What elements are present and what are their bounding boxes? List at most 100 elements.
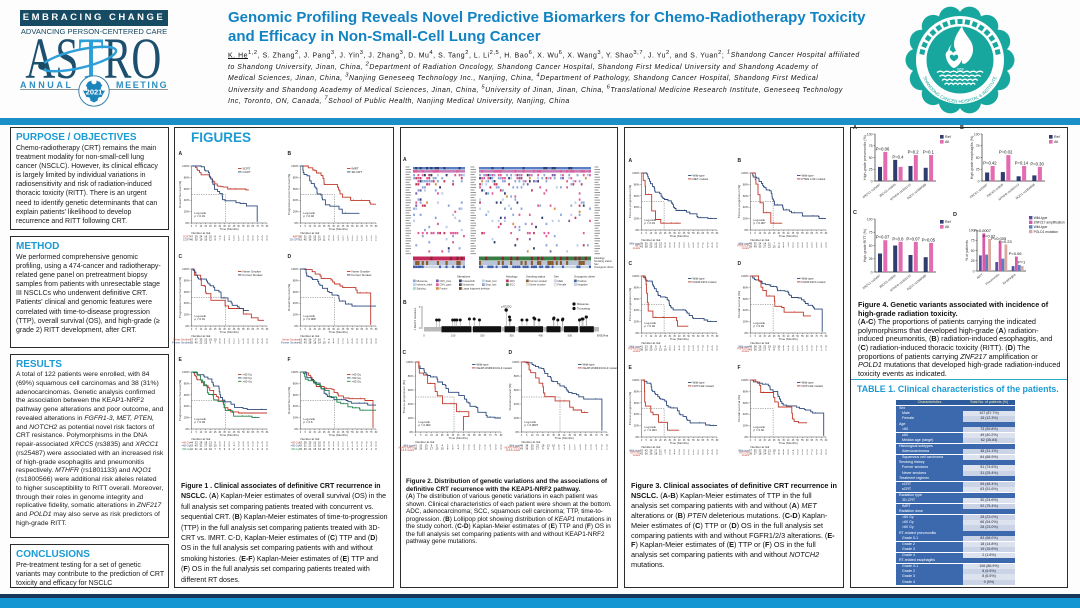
svg-text:6: 6	[669, 448, 671, 452]
svg-text:1: 1	[347, 440, 349, 444]
svg-text:p = 0.02: p = 0.02	[754, 428, 765, 432]
svg-text:Log-rank: Log-rank	[525, 420, 537, 424]
svg-text:P=0.42: P=0.42	[983, 161, 997, 166]
svg-text:PTEN LOF: PTEN LOF	[737, 244, 749, 247]
svg-text:25: 25	[214, 226, 217, 228]
svg-text:60: 60	[806, 233, 809, 235]
svg-text:44: 44	[190, 440, 193, 444]
svg-text:60: 60	[584, 435, 587, 437]
svg-text:MET: MET	[635, 244, 641, 247]
svg-text:C: C	[403, 350, 407, 356]
svg-text:40: 40	[678, 440, 681, 442]
svg-text:3: 3	[342, 238, 344, 242]
svg-text:D: D	[738, 261, 742, 267]
svg-text:40: 40	[787, 336, 790, 338]
svg-text:P=0.1: P=0.1	[923, 150, 935, 155]
svg-text:2: 2	[447, 443, 449, 447]
svg-text:5: 5	[219, 447, 221, 451]
svg-text:62: 62	[299, 440, 302, 444]
svg-text:B: B	[288, 151, 292, 157]
svg-text:0: 0	[590, 443, 592, 447]
svg-text:Progression-Free Survival (%): Progression-Free Survival (%)	[287, 174, 291, 215]
svg-text:Overall survival (%): Overall survival (%)	[737, 395, 741, 422]
svg-text:F: F	[288, 357, 291, 363]
svg-text:0: 0	[712, 344, 714, 348]
svg-text:D: D	[953, 212, 957, 218]
svg-text:0: 0	[247, 341, 249, 345]
svg-text:0: 0	[750, 233, 752, 235]
svg-text:Time (Months): Time (Months)	[449, 436, 468, 440]
svg-text:3: 3	[356, 447, 358, 451]
svg-text:P=0.07: P=0.07	[876, 235, 890, 240]
svg-text:80: 80	[266, 329, 269, 331]
svg-text:Wild-type: Wild-type	[738, 344, 749, 348]
svg-text:Log-rank: Log-rank	[304, 417, 316, 421]
svg-text:p = 0.03: p = 0.03	[754, 324, 765, 328]
svg-text:3: 3	[797, 241, 799, 245]
svg-text:80: 80	[375, 329, 378, 331]
svg-text:55: 55	[801, 233, 804, 235]
svg-text:1: 1	[238, 234, 240, 238]
svg-text:30: 30	[328, 329, 331, 331]
svg-text:mutant: mutant	[742, 454, 750, 457]
svg-text:14: 14	[318, 238, 321, 242]
svg-text:3: 3	[821, 245, 823, 249]
svg-text:0%: 0%	[294, 324, 299, 328]
svg-text:1: 1	[797, 344, 799, 348]
svg-text:25: 25	[547, 435, 550, 437]
svg-text:7: 7	[323, 337, 325, 341]
svg-text:40: 40	[678, 233, 681, 235]
svg-text:45: 45	[233, 329, 236, 331]
svg-text:3D-CRT: 3D-CRT	[290, 238, 300, 242]
svg-text:=60 Gy: =60 Gy	[291, 444, 300, 448]
svg-text:% of patients: % of patients	[965, 240, 969, 261]
svg-text:Number at risk: Number at risk	[642, 341, 661, 345]
svg-text:80%: 80%	[293, 381, 299, 385]
svg-text:Time-to-progression (%): Time-to-progression (%)	[628, 392, 632, 425]
svg-text:Wild-type: Wild-type	[802, 277, 814, 281]
svg-text:624aa: 624aa	[601, 334, 609, 338]
svg-text:p = 0.03: p = 0.03	[195, 420, 206, 424]
svg-text:9: 9	[542, 447, 544, 451]
svg-text:10: 10	[209, 234, 212, 238]
svg-text:70: 70	[256, 329, 259, 331]
svg-text:1: 1	[247, 447, 249, 451]
svg-text:P=0.2: P=0.2	[908, 150, 920, 155]
svg-text:CCRT: CCRT	[243, 170, 251, 174]
svg-text:0: 0	[697, 241, 699, 245]
svg-text:11: 11	[768, 241, 771, 245]
svg-text:100: 100	[867, 217, 873, 221]
svg-text:0: 0	[415, 435, 417, 437]
svg-text:43: 43	[645, 448, 648, 452]
svg-text:45: 45	[568, 435, 571, 437]
svg-text:7: 7	[214, 341, 216, 345]
svg-text:0: 0	[247, 238, 249, 242]
svg-text:40%: 40%	[743, 412, 749, 416]
svg-text:60: 60	[247, 226, 250, 228]
svg-text:60%: 60%	[293, 290, 299, 294]
svg-text:0: 0	[300, 432, 302, 434]
svg-text:25: 25	[976, 168, 980, 172]
svg-text:13: 13	[313, 444, 316, 448]
svg-text:0: 0	[474, 443, 476, 447]
svg-text:D: D	[288, 254, 292, 260]
svg-text:1: 1	[371, 447, 373, 451]
svg-text:5: 5	[224, 238, 226, 242]
svg-text:31: 31	[195, 447, 198, 451]
svg-text:7: 7	[219, 238, 221, 242]
svg-text:p.R320Q: p.R320Q	[501, 305, 511, 309]
svg-text:Time (Months): Time (Months)	[329, 330, 348, 334]
svg-text:35: 35	[673, 233, 676, 235]
svg-text:49: 49	[754, 245, 757, 249]
svg-text:60: 60	[356, 432, 359, 434]
svg-text:35: 35	[782, 336, 785, 338]
svg-text:60%: 60%	[184, 290, 190, 294]
svg-text:1: 1	[601, 447, 603, 451]
svg-text:9: 9	[664, 241, 666, 245]
svg-text:P=0.05: P=0.05	[922, 237, 936, 242]
svg-text:75: 75	[370, 432, 373, 434]
svg-text:60%: 60%	[634, 297, 640, 301]
svg-text:3: 3	[328, 444, 330, 448]
svg-text:Never Smoker: Never Smoker	[352, 270, 371, 274]
svg-text:100%: 100%	[741, 378, 749, 382]
